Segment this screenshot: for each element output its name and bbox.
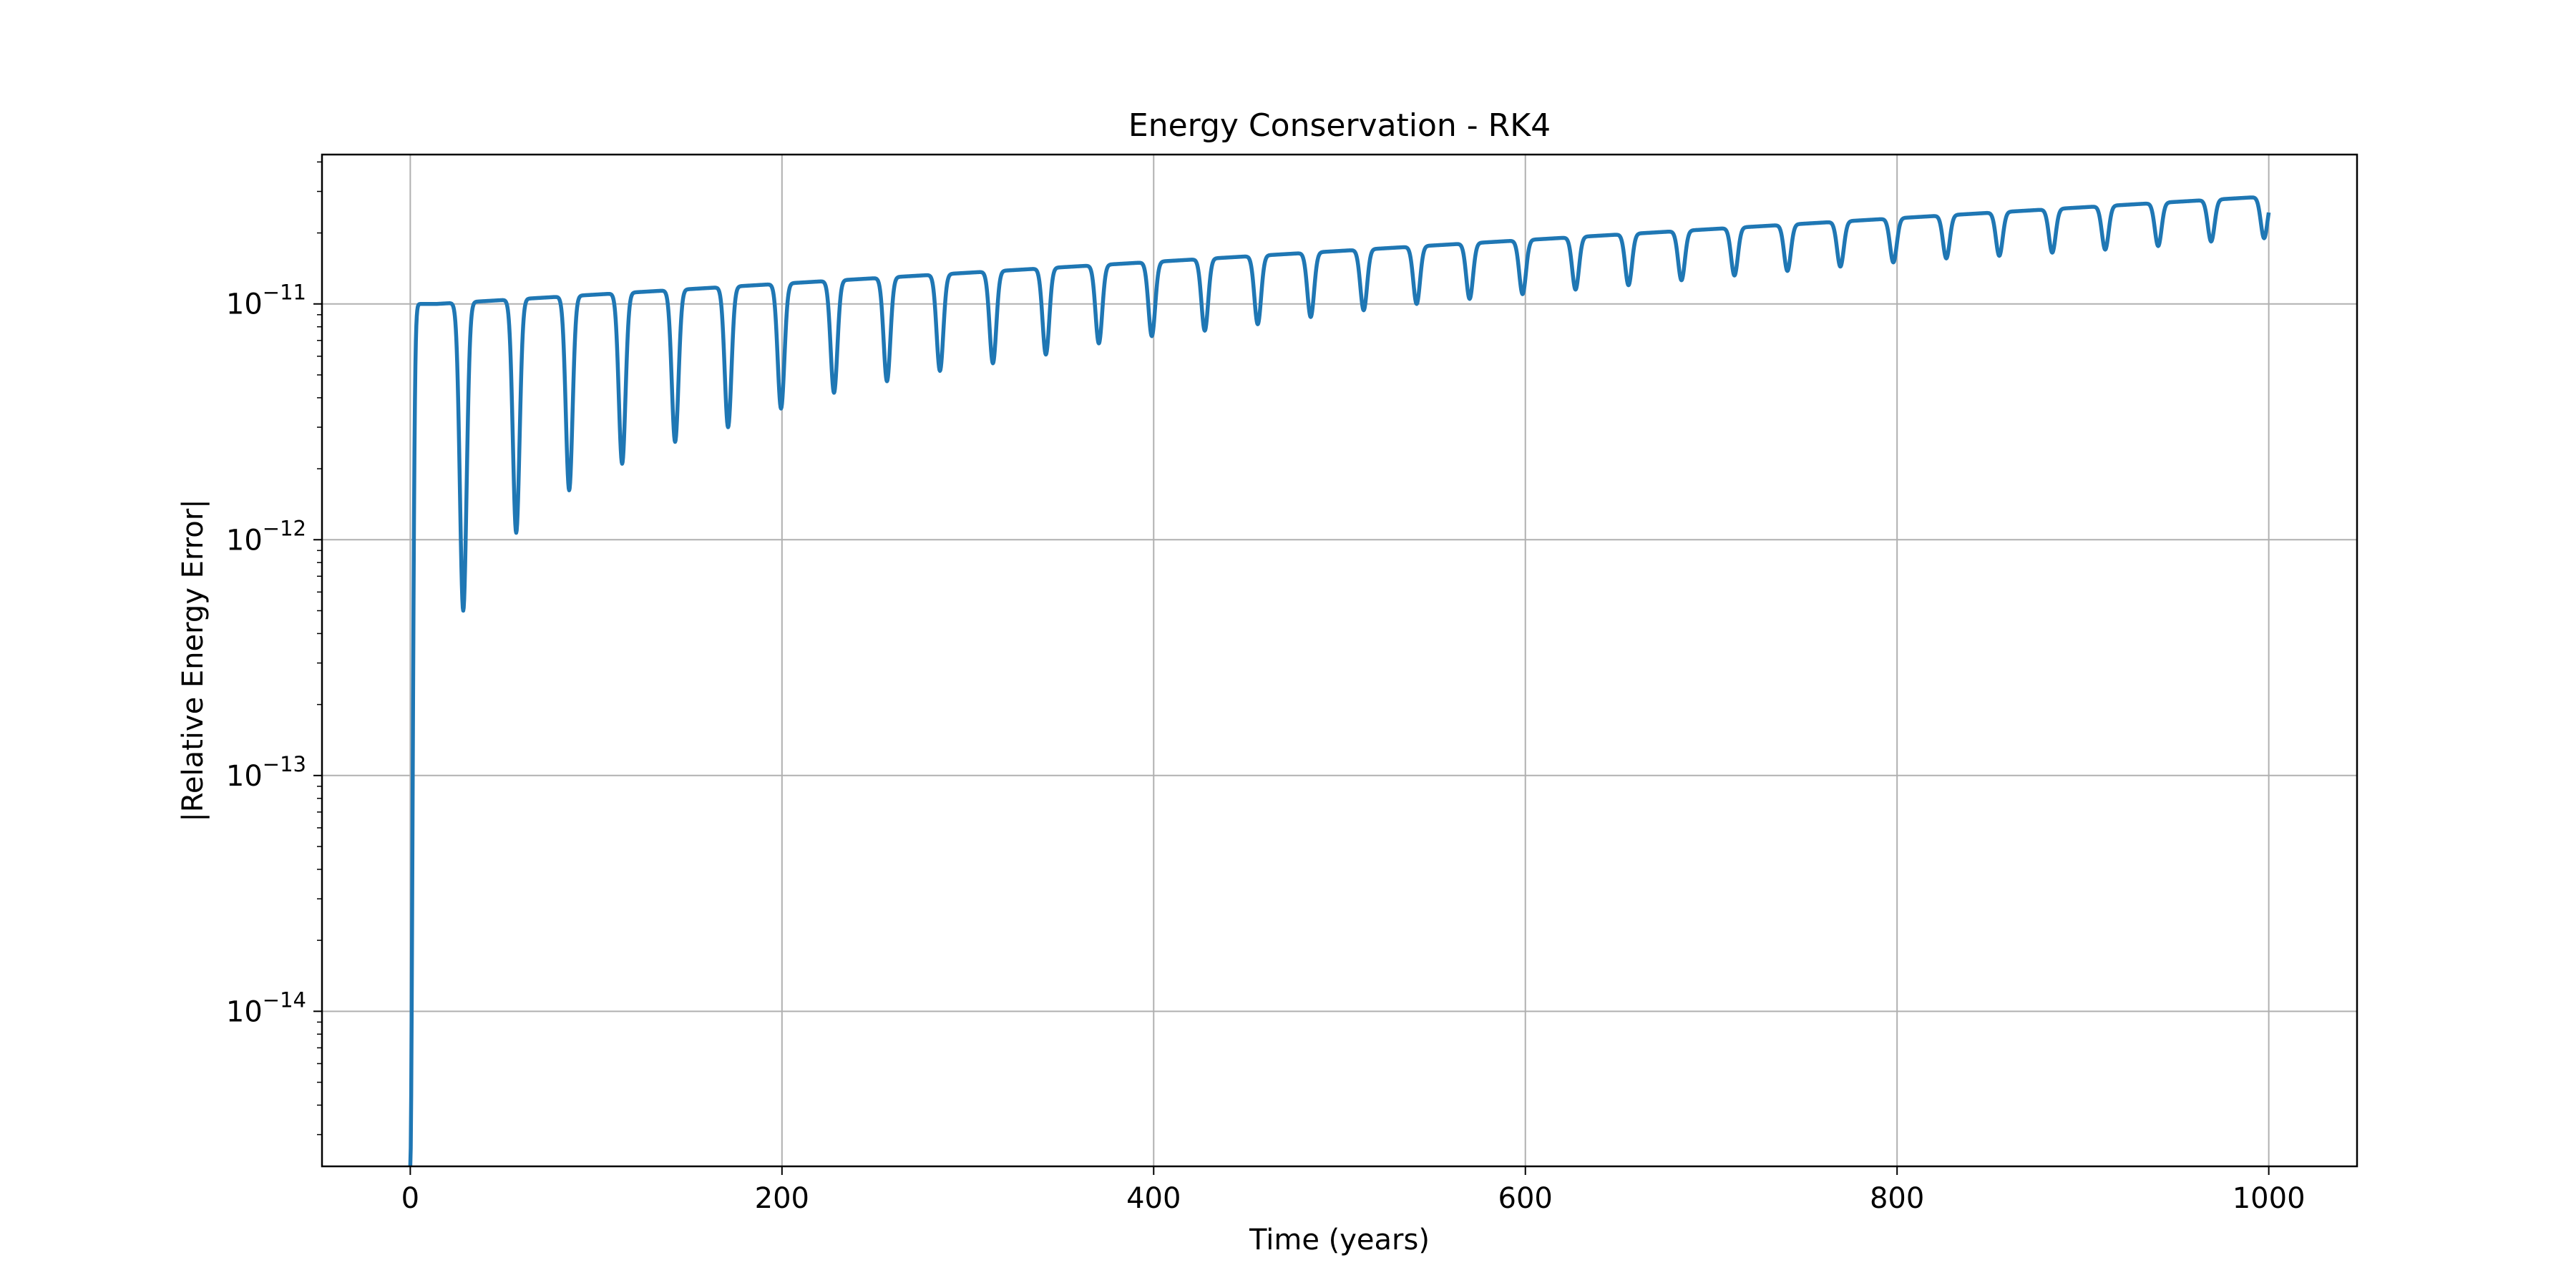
x-tick-label: 800: [1870, 1182, 1924, 1215]
chart-title: Energy Conservation - RK4: [1128, 107, 1551, 144]
y-axis-label: |Relative Energy Error|: [177, 499, 210, 821]
y-tick-label: 10−13: [226, 752, 306, 793]
plot-frame: [321, 153, 2358, 1168]
x-tick-label: 400: [1126, 1182, 1181, 1215]
x-tick-label: 1000: [2233, 1182, 2306, 1215]
x-axis-ticks: 0 200 400 600 800 1000: [401, 1166, 2306, 1215]
series-line-energy-error: [408, 195, 2271, 1167]
y-tick-label: 10−14: [226, 987, 306, 1028]
y-tick-label: 10−12: [226, 516, 306, 557]
x-axis-label: Time (years): [1249, 1224, 1430, 1257]
x-tick-label: 600: [1498, 1182, 1553, 1215]
y-axis-ticks: 10−14 10−13 10−12 10−11: [226, 161, 322, 1136]
y-tick-label: 10−11: [226, 280, 306, 321]
series-layer: [408, 195, 2271, 1167]
x-tick-label: 200: [755, 1182, 809, 1215]
x-tick-label: 0: [401, 1182, 419, 1215]
